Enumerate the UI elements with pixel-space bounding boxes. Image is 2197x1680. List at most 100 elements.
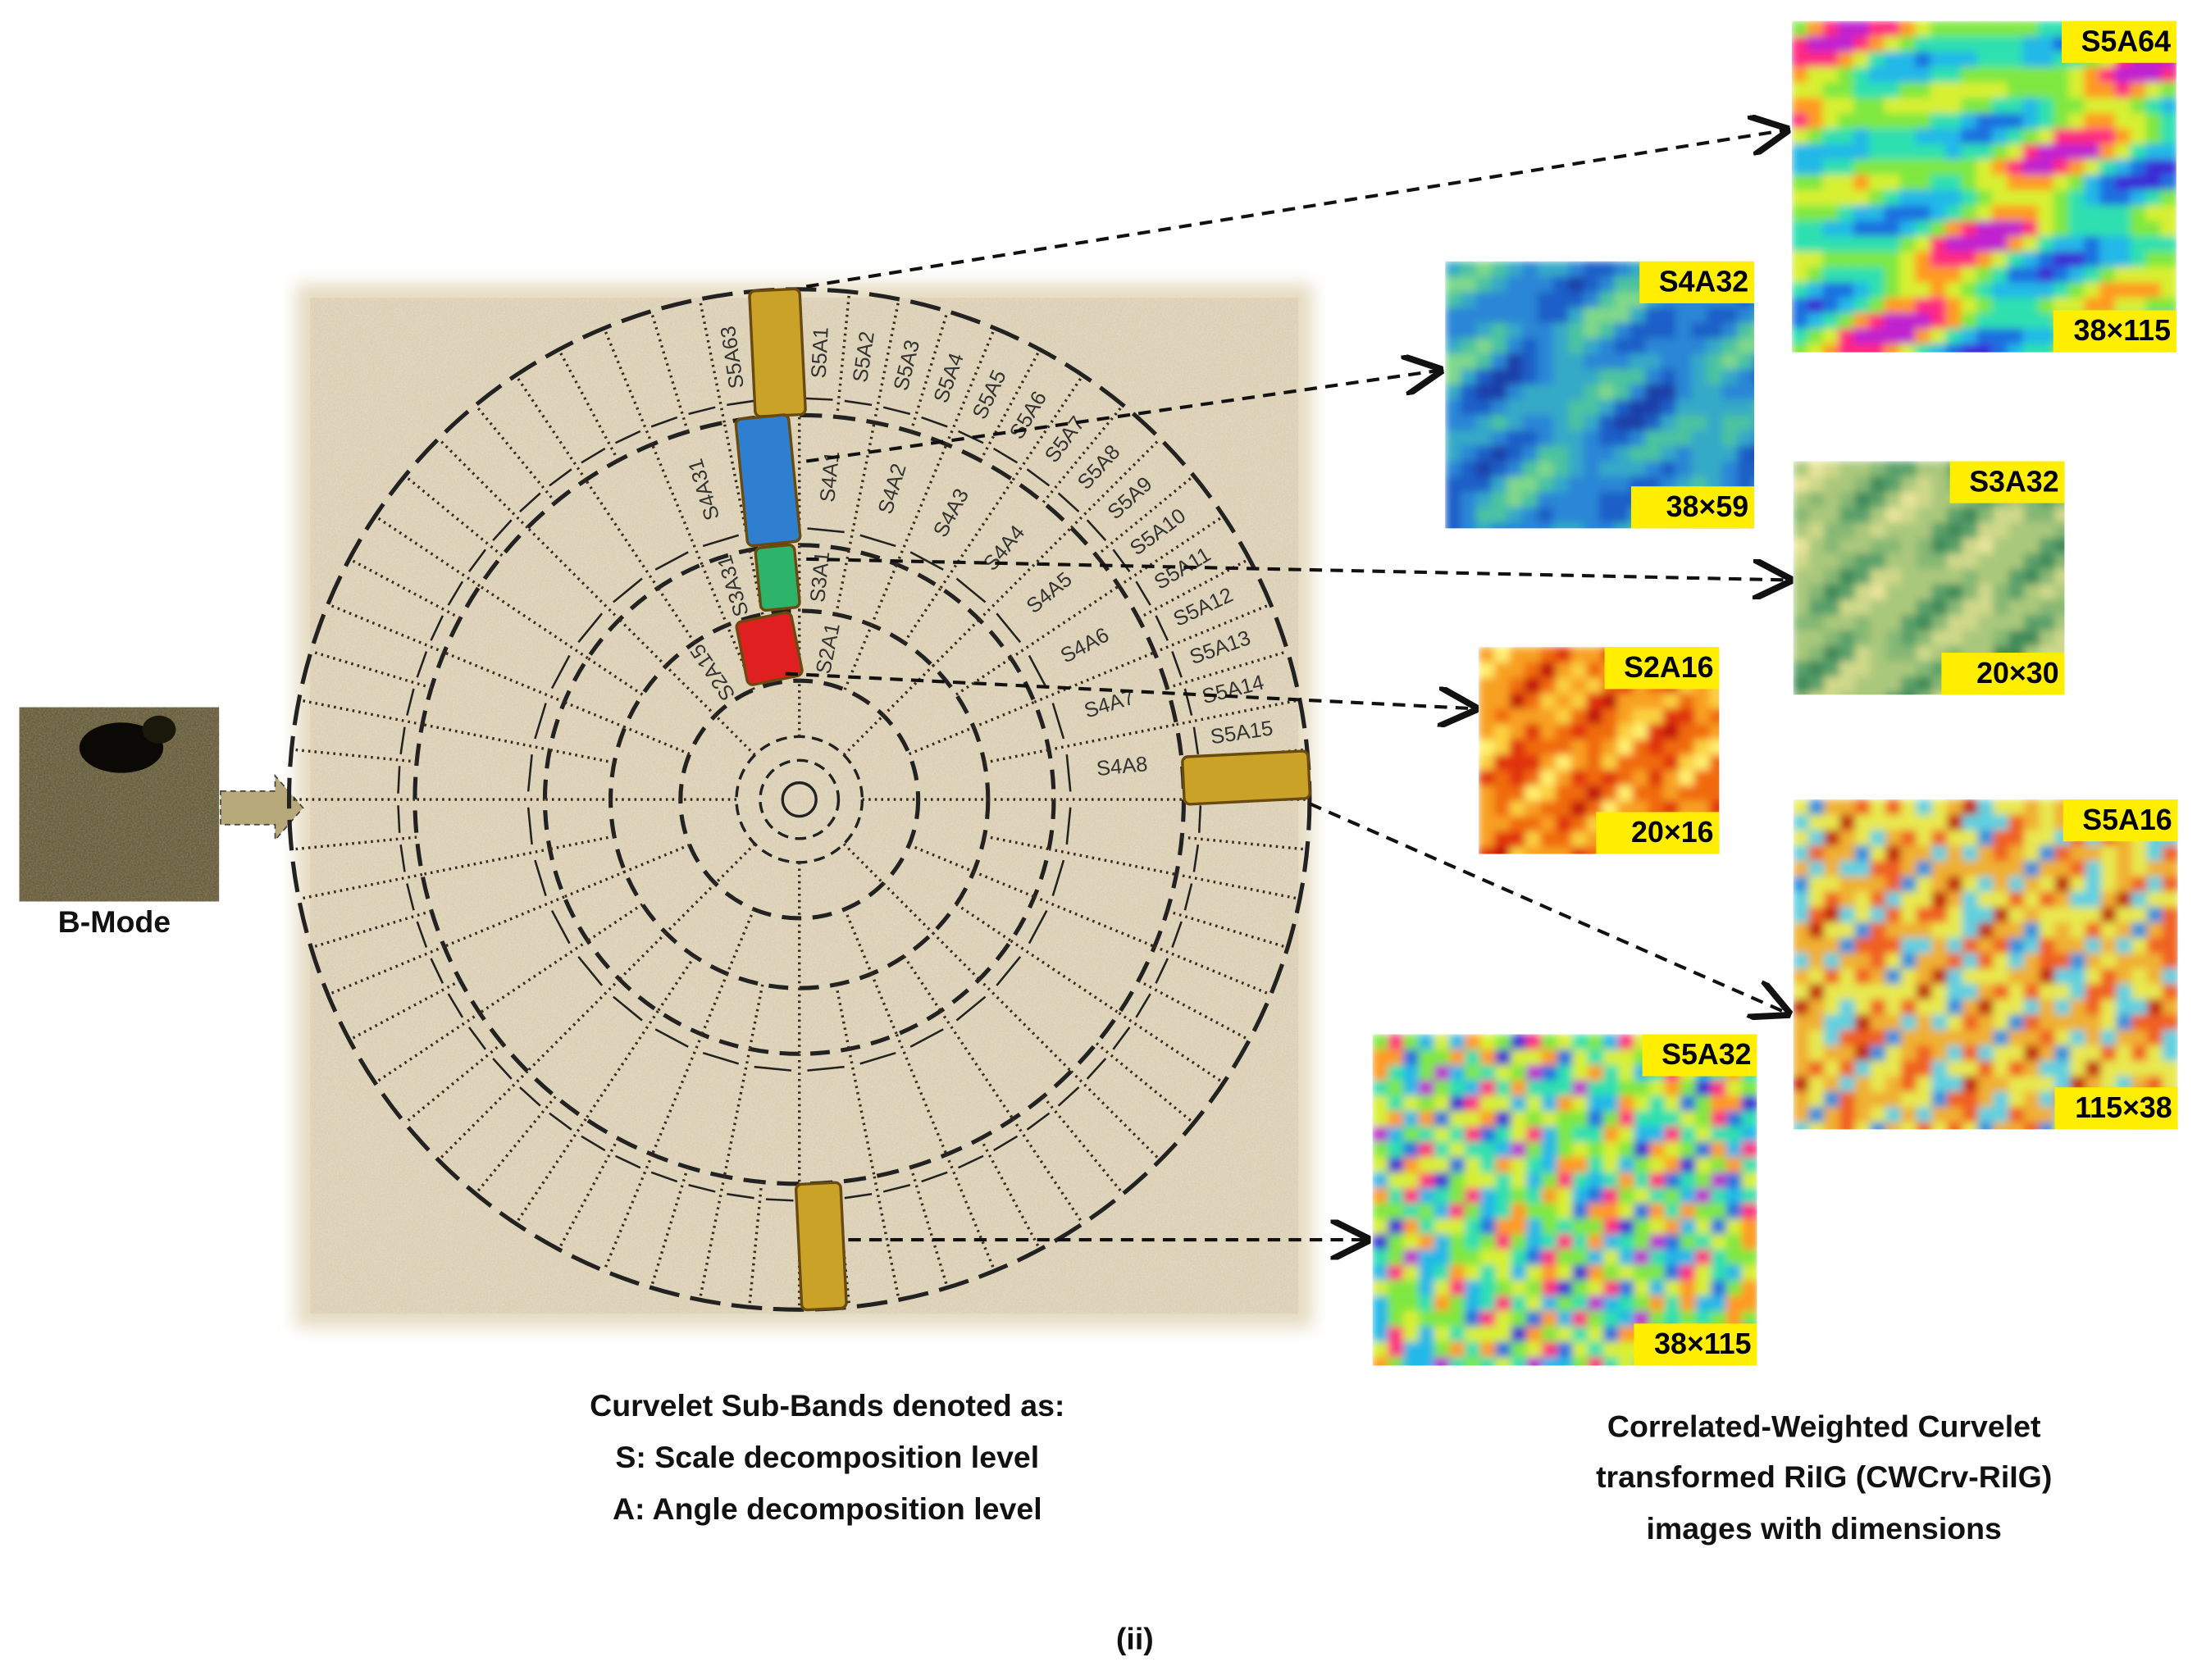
heatmap-cell [1509, 800, 1527, 818]
heatmap-cell [2100, 937, 2118, 955]
heatmap-cell [2068, 113, 2085, 130]
heatmap-cell [1916, 691, 1934, 695]
heatmap-cell [1808, 538, 1826, 555]
heatmap-cell [1403, 1034, 1420, 1051]
heatmap-cell [2145, 282, 2163, 299]
heatmap-cell [1645, 307, 1662, 325]
tag-bg [1639, 261, 1754, 303]
heatmap-cell [1838, 282, 1855, 299]
heatmap-cell [1475, 353, 1493, 371]
heatmap-cell [1916, 507, 1934, 525]
heatmap-cell [1618, 1126, 1636, 1144]
heatmap-cell [1465, 1126, 1482, 1144]
heatmap-cell [1753, 307, 1754, 325]
heatmap-cell [1632, 693, 1650, 710]
heatmap-cell [2100, 922, 2118, 940]
heatmap-cell [2054, 953, 2072, 971]
heatmap-cell [1552, 384, 1570, 402]
heatmap-cell [1526, 1218, 1543, 1236]
heatmap-cell [1660, 322, 1678, 340]
heatmap-cell [2007, 205, 2024, 223]
heatmap-cell [2084, 82, 2101, 100]
heatmap-cell [1649, 1141, 1666, 1159]
heatmap-cell [1491, 476, 1508, 494]
heatmap-cell [1491, 292, 1508, 309]
heatmap-cell [2054, 630, 2065, 648]
heatmap-cell [2114, 113, 2132, 130]
heatmap-cell [2038, 175, 2055, 192]
heatmap-cell [1630, 307, 1647, 325]
heatmap-cell [1602, 1034, 1620, 1051]
dashed-arrow [785, 672, 1475, 709]
heatmap-cell [1977, 568, 1995, 586]
heatmap-cell [1884, 66, 1901, 84]
heatmap-cell [2039, 538, 2057, 555]
heatmap-cell [2131, 999, 2149, 1017]
heatmap-cell [2100, 907, 2118, 924]
heatmap-cell [1899, 143, 1917, 162]
heatmap-cell [1614, 292, 1631, 309]
heatmap-cell [2131, 891, 2149, 909]
heatmap-cell [1899, 221, 1917, 238]
heatmap-cell [1916, 584, 1934, 602]
heatmap-cell [2023, 1122, 2041, 1130]
heatmap-cell [1838, 143, 1855, 162]
heatmap-cell [1491, 353, 1508, 371]
tag-bg [1634, 1323, 1757, 1366]
heatmap-cell [1853, 159, 1871, 176]
heatmap-cell [1753, 292, 1754, 309]
block-edge [549, 1112, 572, 1131]
heatmap-cell [1962, 1091, 1980, 1109]
heatmap-cell [1931, 845, 1949, 863]
heatmap-cell [1824, 845, 1841, 863]
heatmap-cell [1449, 1064, 1466, 1082]
heatmap-cell [1721, 338, 1739, 355]
heatmap-cell [1741, 1218, 1757, 1236]
division [700, 973, 729, 1036]
heatmap-cell [1449, 1049, 1466, 1067]
heatmap-cell [1931, 1045, 1949, 1063]
heatmap-cell [1525, 662, 1542, 680]
heatmap-cell [1931, 999, 1949, 1017]
heatmap-cell [2099, 159, 2117, 176]
heatmap-cell [1868, 344, 1886, 353]
heatmap-cell [1885, 953, 1903, 971]
division [1176, 699, 1301, 726]
heatmap-cell [1793, 507, 1811, 525]
heatmap-cell [1572, 1064, 1589, 1082]
heatmap-cell [1947, 1122, 1964, 1130]
heatmap-cell [1899, 189, 1917, 207]
heatmap-cell [1808, 507, 1826, 525]
heatmap-cell [1899, 344, 1917, 353]
heatmap-cell [1899, 52, 1917, 69]
heatmap-cell [1916, 799, 1934, 817]
heatmap-cell [1479, 1310, 1497, 1328]
heatmap-cell [2054, 845, 2072, 863]
heatmap-cell [2023, 999, 2041, 1017]
heatmap-cell [1808, 1060, 1826, 1078]
heatmap-cell [1868, 159, 1886, 176]
heatmap-cell [1445, 445, 1462, 463]
heatmap-cell [1598, 507, 1616, 525]
heatmap-cell [2023, 522, 2041, 540]
heatmap-cell [2162, 876, 2178, 894]
heatmap-cell [1572, 1111, 1589, 1128]
heatmap-cell [1691, 322, 1708, 340]
heatmap-cell [2023, 861, 2041, 878]
heatmap-cell [1537, 307, 1555, 325]
block-edge [1192, 726, 1200, 755]
heatmap-cell [1680, 1126, 1698, 1144]
heatmap-cell [1947, 922, 1964, 940]
heatmap-cell [1511, 1064, 1528, 1082]
heatmap-cell [1693, 693, 1712, 710]
heatmap-cell [2100, 984, 2118, 1001]
heatmap-cell [1916, 922, 1934, 940]
heatmap-cell [1586, 708, 1603, 726]
heatmap-cell [1711, 1141, 1728, 1159]
heatmap-cell [1586, 693, 1603, 710]
heatmap-cell [1632, 724, 1650, 741]
heatmap-cell [2023, 891, 2041, 909]
heatmap-cell [2114, 282, 2132, 299]
heatmap-cell [1916, 599, 1934, 617]
heatmap-cell [2038, 98, 2055, 115]
